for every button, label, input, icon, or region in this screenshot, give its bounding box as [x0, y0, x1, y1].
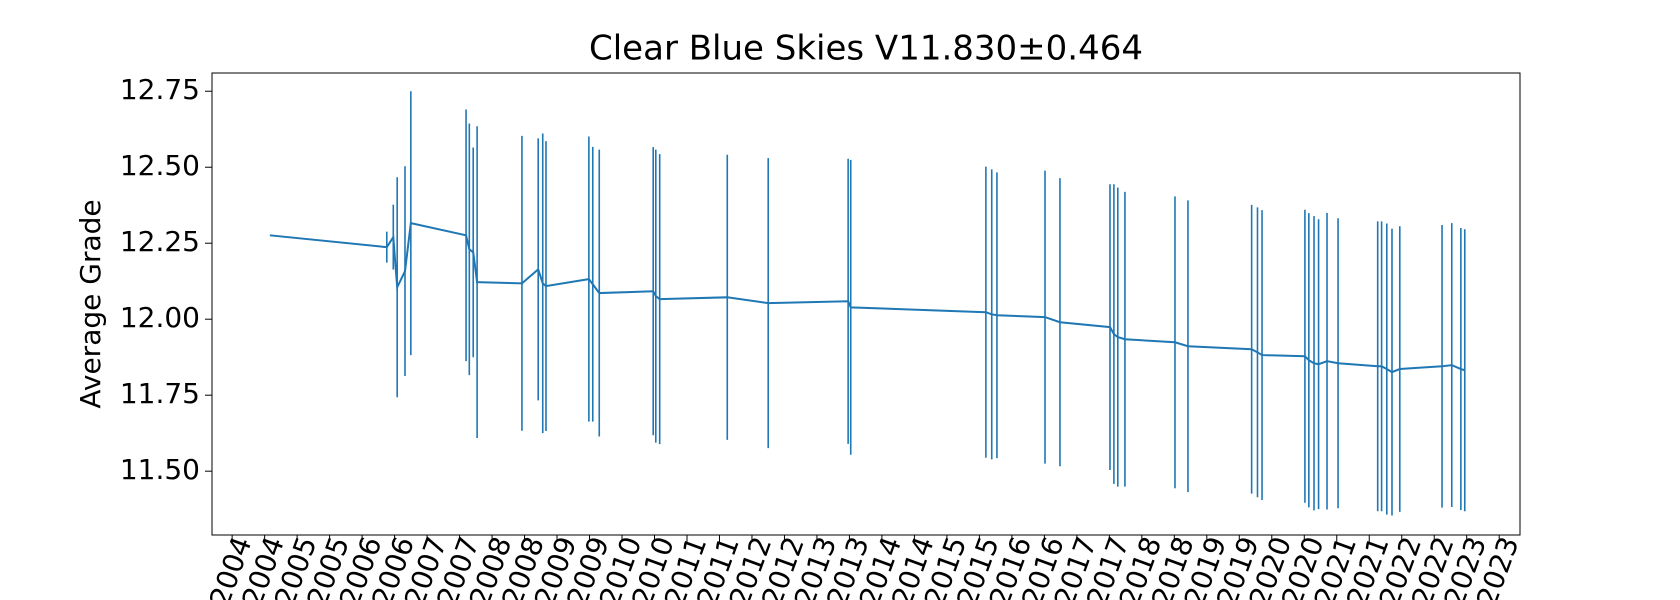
y-tick-label: 11.75 — [120, 377, 200, 410]
y-tick-label: 12.75 — [120, 73, 200, 106]
y-tick-label: 12.00 — [120, 301, 200, 334]
y-tick-label: 11.50 — [120, 453, 200, 486]
chart-title: Clear Blue Skies V11.830±0.464 — [589, 29, 1143, 69]
y-tick-label: 12.50 — [120, 149, 200, 182]
y-axis-label: Average Grade — [74, 199, 107, 408]
data-line — [269, 221, 1466, 374]
y-tick-label: 12.25 — [120, 225, 200, 258]
plot-frame — [211, 72, 1521, 536]
